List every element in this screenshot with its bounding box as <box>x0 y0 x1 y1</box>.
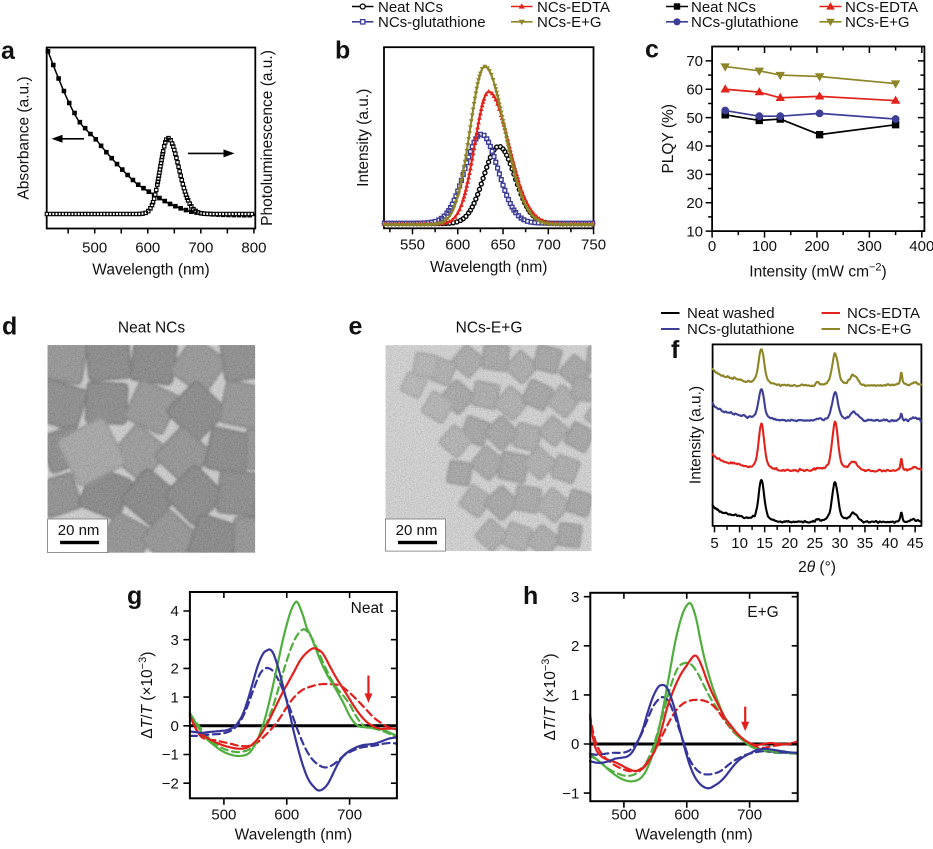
svg-text:NCs-E+G: NCs-E+G <box>845 14 910 31</box>
svg-text:0: 0 <box>171 718 179 735</box>
svg-text:5: 5 <box>710 535 718 552</box>
svg-text:Intensity (a.u.): Intensity (a.u.) <box>688 386 705 484</box>
svg-text:3: 3 <box>571 589 579 606</box>
svg-text:100: 100 <box>752 238 777 255</box>
svg-text:Neat: Neat <box>351 600 384 617</box>
svg-text:600: 600 <box>445 237 470 254</box>
svg-text:35: 35 <box>857 535 874 552</box>
svg-text:1: 1 <box>571 687 579 704</box>
svg-text:50: 50 <box>686 110 703 127</box>
svg-text:300: 300 <box>857 238 882 255</box>
svg-text:0: 0 <box>571 736 579 753</box>
svg-text:c: c <box>645 36 659 64</box>
svg-text:g: g <box>127 582 142 610</box>
svg-text:Wavelength (nm): Wavelength (nm) <box>635 826 752 843</box>
svg-text:700: 700 <box>737 807 762 824</box>
svg-text:600: 600 <box>274 807 299 824</box>
svg-text:Photoluminescence (a.u.): Photoluminescence (a.u.) <box>259 50 276 226</box>
svg-text:a: a <box>1 37 16 65</box>
svg-text:Wavelength (nm): Wavelength (nm) <box>235 826 352 843</box>
svg-text:NCs-E+G: NCs-E+G <box>537 14 602 31</box>
svg-text:NCs-EDTA: NCs-EDTA <box>537 0 610 16</box>
svg-text:10: 10 <box>731 535 748 552</box>
svg-text:NCs-glutathione: NCs-glutathione <box>691 14 799 31</box>
svg-text:600: 600 <box>135 240 160 257</box>
svg-text:2θ (°): 2θ (°) <box>798 559 836 576</box>
svg-text:750: 750 <box>581 237 606 254</box>
svg-text:PLQY (%): PLQY (%) <box>660 104 677 174</box>
svg-text:Absorbance (a.u.): Absorbance (a.u.) <box>16 76 33 199</box>
svg-text:40: 40 <box>882 535 899 552</box>
svg-text:20: 20 <box>686 195 703 212</box>
svg-text:20: 20 <box>781 535 798 552</box>
svg-text:NCs-E+G: NCs-E+G <box>847 321 912 338</box>
svg-text:650: 650 <box>491 237 516 254</box>
svg-text:d: d <box>2 313 17 341</box>
svg-text:ΔT/T (×10−3): ΔT/T (×10−3) <box>540 653 559 740</box>
svg-text:70: 70 <box>686 53 703 70</box>
svg-text:−1: −1 <box>162 747 179 764</box>
svg-text:−1: −1 <box>562 785 579 802</box>
svg-text:NCs-glutathione: NCs-glutathione <box>378 14 486 31</box>
svg-text:NCs-EDTA: NCs-EDTA <box>847 305 920 322</box>
svg-text:E+G: E+G <box>747 604 778 621</box>
svg-text:Neat NCs: Neat NCs <box>691 0 756 16</box>
svg-text:2: 2 <box>171 661 179 678</box>
svg-text:600: 600 <box>674 807 699 824</box>
svg-text:Wavelength (nm): Wavelength (nm) <box>430 259 547 276</box>
svg-text:20 nm: 20 nm <box>396 522 438 539</box>
svg-text:20 nm: 20 nm <box>58 522 100 539</box>
svg-text:30: 30 <box>686 167 703 184</box>
svg-text:4: 4 <box>171 603 179 620</box>
svg-text:f: f <box>671 336 680 364</box>
svg-text:ΔT/T (×10−3): ΔT/T (×10−3) <box>137 652 156 739</box>
svg-text:NCs-glutathione: NCs-glutathione <box>687 321 795 338</box>
svg-text:800: 800 <box>241 240 266 257</box>
svg-text:500: 500 <box>611 807 636 824</box>
svg-text:Neat NCs: Neat NCs <box>378 0 443 16</box>
svg-text:15: 15 <box>756 535 773 552</box>
svg-text:−2: −2 <box>162 775 179 792</box>
svg-text:NCs-E+G: NCs-E+G <box>456 320 523 337</box>
svg-text:60: 60 <box>686 81 703 98</box>
svg-text:Intensity (a.u.): Intensity (a.u.) <box>355 89 372 187</box>
svg-text:200: 200 <box>804 238 829 255</box>
svg-text:e: e <box>349 313 363 341</box>
svg-text:0: 0 <box>708 238 716 255</box>
svg-text:10: 10 <box>686 223 703 240</box>
svg-text:h: h <box>523 582 538 610</box>
svg-text:Neat washed: Neat washed <box>687 305 775 322</box>
svg-text:30: 30 <box>832 535 849 552</box>
svg-text:Intensity (mW cm−2): Intensity (mW cm−2) <box>749 262 886 281</box>
svg-text:550: 550 <box>400 237 425 254</box>
svg-text:NCs-EDTA: NCs-EDTA <box>845 0 918 16</box>
svg-text:40: 40 <box>686 138 703 155</box>
svg-text:400: 400 <box>909 238 933 255</box>
svg-text:1: 1 <box>171 689 179 706</box>
svg-text:Neat NCs: Neat NCs <box>118 320 185 337</box>
svg-text:700: 700 <box>337 807 362 824</box>
svg-text:2: 2 <box>571 638 579 655</box>
svg-text:3: 3 <box>171 632 179 649</box>
svg-text:Wavelength (nm): Wavelength (nm) <box>92 262 209 279</box>
svg-text:500: 500 <box>82 240 107 257</box>
svg-text:700: 700 <box>188 240 213 257</box>
svg-text:b: b <box>335 37 350 65</box>
svg-text:25: 25 <box>806 535 823 552</box>
svg-text:500: 500 <box>211 807 236 824</box>
svg-text:45: 45 <box>907 535 924 552</box>
svg-text:700: 700 <box>536 237 561 254</box>
